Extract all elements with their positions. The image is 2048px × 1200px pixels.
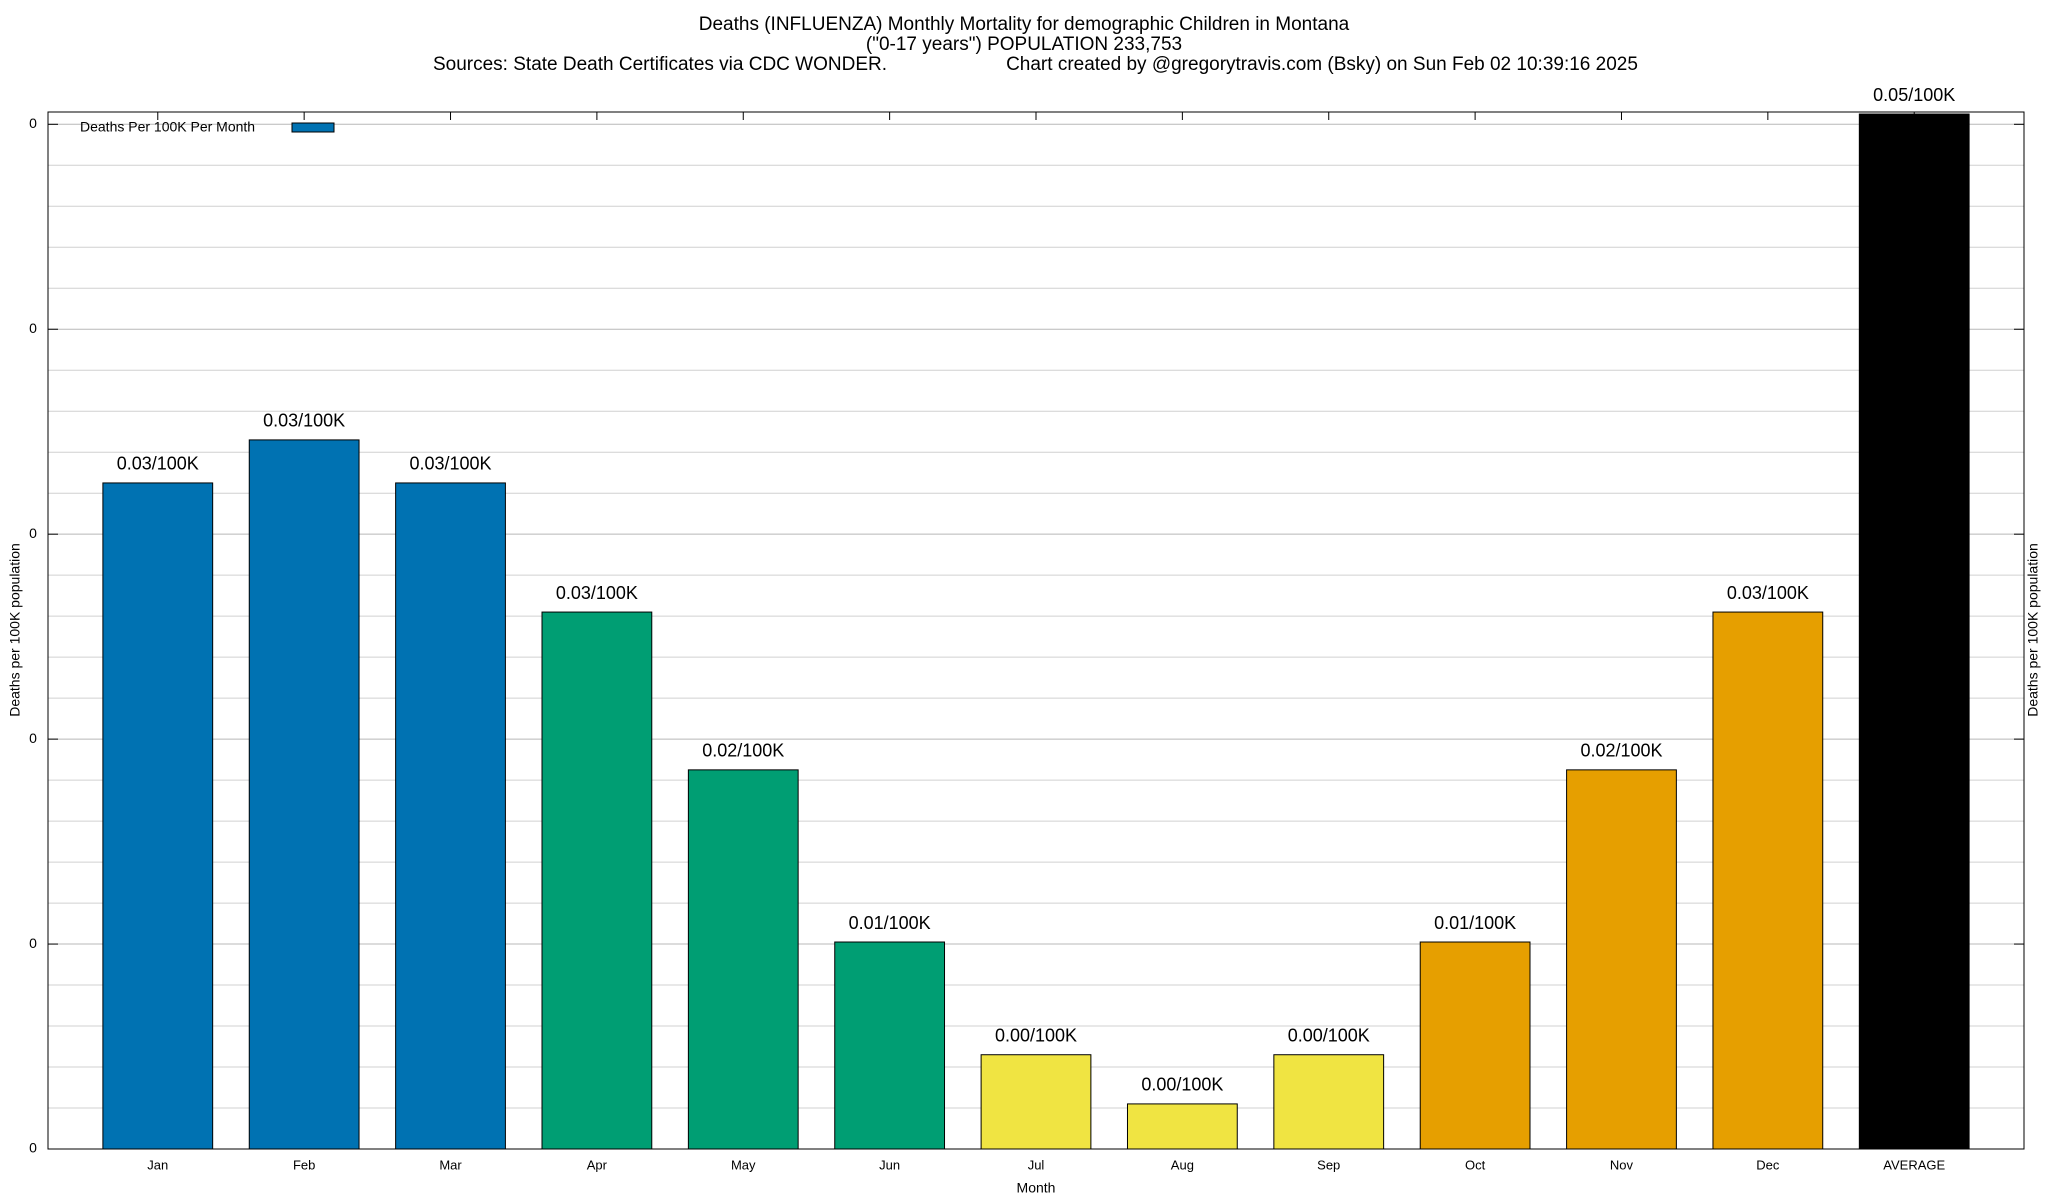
bar <box>1858 113 1970 1150</box>
y-axis-label: Deaths per 100K population <box>7 543 23 717</box>
bar <box>248 439 360 1150</box>
data-label: 0.00/100K <box>1288 1025 1370 1045</box>
data-label: 0.03/100K <box>1727 583 1809 603</box>
x-tick-label: Jul <box>1028 1157 1045 1172</box>
bar <box>834 941 946 1150</box>
y-tick-label: 0 <box>29 1140 37 1156</box>
chart-subtitle: ("0-17 years") POPULATION 233,753 <box>866 34 1182 55</box>
y-tick-label: 0 <box>29 730 37 746</box>
bar <box>395 482 506 1150</box>
data-label: 0.03/100K <box>409 454 491 474</box>
bar <box>541 611 653 1150</box>
data-label: 0.01/100K <box>849 913 931 933</box>
chart-sources: Sources: State Death Certificates via CD… <box>433 54 887 75</box>
bar <box>102 482 214 1150</box>
bar <box>1419 941 1531 1150</box>
y2-axis-label: Deaths per 100K population <box>2025 543 2041 717</box>
x-axis-label: Month <box>1017 1180 1056 1196</box>
x-tick-label: May <box>731 1157 756 1172</box>
data-label: 0.03/100K <box>556 583 638 603</box>
x-tick-label: Feb <box>293 1157 315 1172</box>
x-tick-label: Aug <box>1171 1157 1194 1172</box>
x-tick-label: Dec <box>1756 1157 1780 1172</box>
legend-swatch <box>291 122 335 133</box>
legend-label: Deaths Per 100K Per Month <box>80 119 255 135</box>
y-tick-label: 0 <box>29 115 37 131</box>
x-tick-label: Oct <box>1465 1157 1486 1172</box>
y-tick-label: 0 <box>29 525 37 541</box>
bar <box>1712 611 1824 1150</box>
x-tick-label: Apr <box>587 1157 608 1172</box>
data-label: 0.02/100K <box>702 741 784 761</box>
data-label: 0.00/100K <box>1141 1075 1223 1095</box>
bar <box>980 1054 1092 1150</box>
x-tick-label: Jan <box>147 1157 168 1172</box>
bar <box>687 769 799 1150</box>
data-label: 0.02/100K <box>1580 741 1662 761</box>
plot-frame <box>47 111 2025 1150</box>
data-label: 0.03/100K <box>117 454 199 474</box>
data-label: 0.00/100K <box>995 1025 1077 1045</box>
x-tick-label: Nov <box>1610 1157 1634 1172</box>
data-label: 0.05/100K <box>1873 85 1955 105</box>
bar <box>1273 1054 1385 1150</box>
y-tick-label: 0 <box>29 320 37 336</box>
x-tick-label: Jun <box>879 1157 900 1172</box>
bar <box>1126 1103 1238 1150</box>
x-tick-label: AVERAGE <box>1883 1157 1945 1172</box>
x-tick-label: Sep <box>1317 1157 1340 1172</box>
data-label: 0.03/100K <box>263 411 345 431</box>
chart-credit: Chart created by @gregorytravis.com (Bsk… <box>1006 54 1638 75</box>
y-tick-label: 0 <box>29 935 37 951</box>
bar <box>1566 769 1677 1150</box>
x-tick-label: Mar <box>439 1157 462 1172</box>
chart-title: Deaths (INFLUENZA) Monthly Mortality for… <box>699 14 1350 35</box>
data-label: 0.01/100K <box>1434 913 1516 933</box>
